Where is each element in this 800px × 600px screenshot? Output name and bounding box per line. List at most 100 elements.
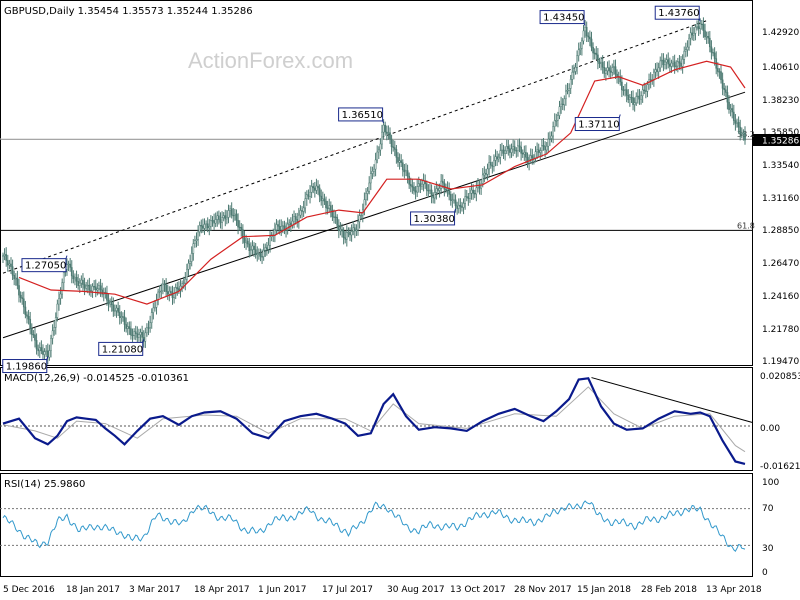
x-tick-label: 13 Oct 2017 — [450, 585, 506, 595]
candle-body — [710, 46, 713, 53]
fib-level-label: 61.8 — [737, 221, 755, 230]
candle-body — [138, 334, 140, 338]
candle-body — [301, 210, 303, 212]
candle-body — [416, 186, 419, 193]
candle-body — [317, 185, 319, 189]
y-tick-label: 30 — [762, 544, 774, 554]
candle-body — [165, 284, 167, 292]
candle-body — [218, 215, 220, 220]
candle-body — [342, 230, 345, 239]
candle-body — [90, 290, 92, 292]
candle-body — [174, 287, 177, 294]
candle-body — [3, 254, 6, 256]
moving-average — [18, 60, 746, 305]
candle-body — [646, 84, 649, 92]
candle-body — [624, 89, 626, 91]
x-axis: 5 Dec 2016 18 Jan 2017 3 Mar 2017 18 Apr… — [3, 585, 762, 595]
candle-body — [600, 62, 602, 64]
candle-body — [526, 157, 529, 164]
candle-body — [190, 253, 193, 262]
candle-body — [16, 277, 19, 286]
candle-body — [38, 347, 41, 352]
x-tick-label: 1 Jun 2017 — [258, 585, 306, 595]
candle-body — [320, 195, 323, 201]
y-tick-label: 1.31160 — [762, 194, 799, 204]
candle-body — [414, 190, 417, 193]
candle-body — [504, 150, 506, 154]
candle-body — [502, 149, 505, 154]
price-annotation: 1.37110 — [574, 114, 621, 132]
candle-body — [652, 71, 655, 81]
candle-body — [245, 240, 247, 243]
candle-body — [58, 298, 60, 305]
annotation-leader — [142, 339, 145, 343]
candle-body — [262, 250, 265, 257]
candle-body — [481, 174, 484, 184]
candle-body — [409, 184, 412, 187]
candle-body — [186, 269, 188, 280]
candle-body — [684, 49, 687, 52]
candle-body — [230, 208, 233, 216]
candle-body — [67, 263, 70, 266]
candle-body — [368, 182, 371, 192]
candle-body — [69, 263, 72, 268]
candle-body — [171, 292, 174, 299]
candle-body — [312, 186, 315, 189]
candle-body — [176, 287, 179, 289]
candle-body — [686, 46, 689, 51]
candle-body — [29, 318, 32, 329]
candle-body — [107, 300, 110, 305]
annotation-box — [21, 258, 67, 273]
candle-body — [654, 69, 657, 73]
candle-body — [641, 89, 644, 97]
candle-body — [8, 263, 11, 266]
candle-body — [673, 61, 676, 67]
candle-body — [459, 204, 462, 207]
candle-body — [595, 52, 598, 56]
candle-body — [496, 156, 498, 160]
candle-body — [433, 192, 436, 199]
candle-body — [373, 168, 375, 172]
chart-header: GBPUSD,Daily 1.35454 1.35573 1.35244 1.3… — [4, 6, 253, 17]
candle-body — [488, 162, 490, 170]
candle-body — [472, 189, 474, 194]
candle-body — [432, 195, 435, 199]
candle-body — [369, 173, 372, 184]
candle-body — [712, 52, 714, 54]
candle-body — [254, 249, 257, 256]
candle-body — [357, 221, 359, 231]
candle-body — [170, 290, 172, 294]
candle-body — [334, 216, 337, 218]
candle-body — [536, 149, 538, 152]
candle-body — [429, 189, 431, 192]
candle-body — [726, 92, 729, 103]
candle-body — [154, 307, 156, 309]
y-tick-label: 1.38230 — [762, 96, 799, 106]
price-annotation: 1.27050 — [21, 255, 68, 273]
candle-body — [293, 216, 295, 222]
candle-body — [513, 146, 516, 151]
candle-body — [130, 328, 132, 336]
candle-body — [589, 36, 591, 40]
candle-body — [240, 227, 243, 230]
candle-body — [598, 61, 601, 64]
candle-body — [281, 225, 284, 227]
candle-body — [541, 145, 543, 151]
candle-body — [736, 122, 738, 124]
candle-body — [445, 188, 447, 191]
candle-body — [305, 194, 308, 200]
candle-body — [557, 115, 559, 121]
candle-body — [45, 350, 48, 352]
candle-body — [184, 279, 187, 284]
candle-body — [331, 209, 334, 218]
candle-body — [98, 285, 100, 289]
candle-body — [403, 169, 406, 173]
y-tick-label: 0 — [762, 568, 768, 578]
candle-body — [660, 59, 663, 62]
candle-body — [168, 290, 171, 295]
candle-body — [374, 159, 377, 170]
candle-body — [627, 95, 630, 100]
candle-body — [744, 132, 746, 141]
candle-body — [577, 49, 580, 56]
macd-trendline — [591, 377, 753, 423]
